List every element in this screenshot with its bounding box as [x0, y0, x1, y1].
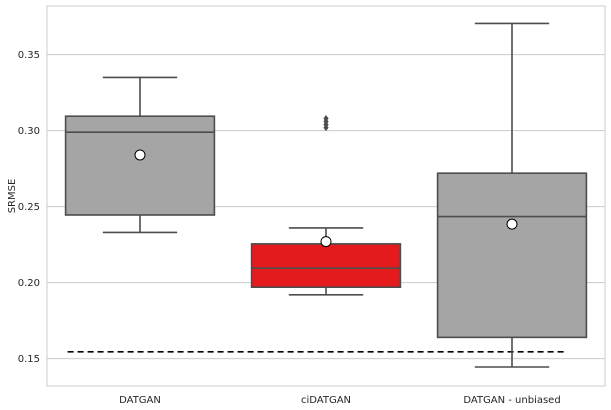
x-tick-label: DATGAN — [119, 395, 161, 406]
box-datgan — [64, 76, 216, 234]
mean-marker — [506, 218, 518, 230]
outlier-point — [323, 114, 329, 122]
x-tick-label: ciDATGAN — [301, 395, 351, 406]
iqr-box — [64, 115, 216, 216]
y-tick-label: 0.35 — [18, 50, 40, 61]
box-cidatgan — [250, 114, 402, 296]
mean-marker — [134, 149, 146, 161]
boxes — [64, 22, 588, 368]
iqr-box — [250, 243, 402, 289]
axes-frame — [46, 5, 606, 387]
x-tick-labels: DATGAN ciDATGAN DATGAN - unbiased — [119, 395, 561, 406]
y-axis-label: SRMSE — [7, 179, 18, 214]
iqr-box — [436, 172, 588, 339]
x-tick-label: DATGAN - unbiased — [463, 395, 560, 406]
y-tick-label: 0.30 — [18, 126, 40, 137]
box-datgan-unbiased — [436, 22, 588, 368]
y-tick-label: 0.25 — [18, 202, 40, 213]
y-tick-labels: 0.15 0.20 0.25 0.30 0.35 — [18, 50, 40, 365]
y-tick-label: 0.15 — [18, 354, 40, 365]
y-tick-label: 0.20 — [18, 278, 40, 289]
mean-marker — [320, 236, 332, 248]
